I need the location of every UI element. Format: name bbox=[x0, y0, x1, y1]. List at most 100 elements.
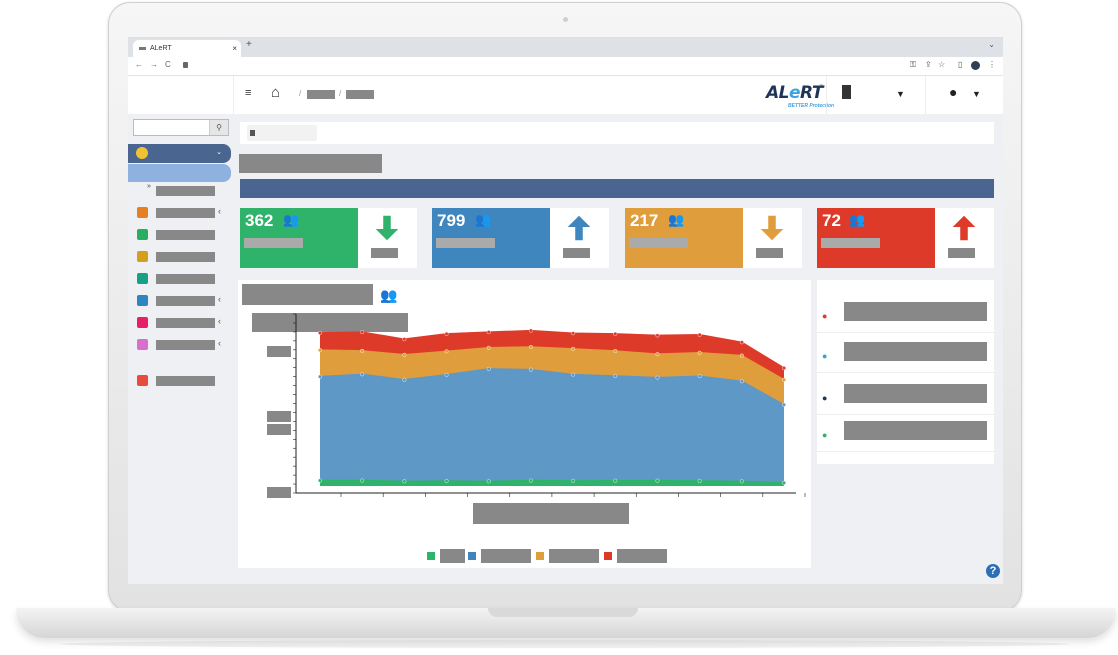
browser-tab[interactable]: ALeRT × bbox=[133, 40, 241, 57]
filter-input[interactable] bbox=[247, 125, 317, 141]
data-point[interactable] bbox=[739, 340, 744, 345]
sidebar-search-input[interactable]: ⚲ bbox=[133, 119, 229, 136]
list-item[interactable]: ● bbox=[817, 384, 994, 415]
data-point[interactable] bbox=[782, 480, 787, 485]
kebab-menu-icon[interactable]: ⋮ bbox=[988, 60, 996, 69]
data-point[interactable] bbox=[317, 374, 322, 379]
series-line bbox=[319, 368, 785, 406]
stat-card[interactable]: 217 👥 bbox=[625, 208, 802, 268]
data-point[interactable] bbox=[317, 330, 322, 335]
data-point[interactable] bbox=[655, 478, 660, 483]
key-icon[interactable]: ⚿ bbox=[910, 60, 917, 69]
data-point[interactable] bbox=[571, 331, 576, 336]
data-point[interactable] bbox=[697, 350, 702, 355]
back-icon[interactable]: ← bbox=[135, 60, 143, 69]
sidepanel-icon[interactable]: ▯ bbox=[958, 60, 963, 69]
hamburger-menu-icon[interactable]: ≡ bbox=[245, 87, 252, 99]
sidebar-item-4[interactable] bbox=[128, 272, 233, 286]
data-point[interactable] bbox=[486, 330, 491, 335]
data-point[interactable] bbox=[402, 479, 407, 484]
building-icon[interactable] bbox=[842, 85, 851, 99]
stat-card[interactable]: 799 👥 bbox=[432, 208, 609, 268]
user-slash-icon: ● bbox=[822, 430, 828, 440]
chart-panel: 👥 bbox=[238, 280, 811, 568]
data-point[interactable] bbox=[613, 478, 618, 483]
data-point[interactable] bbox=[697, 374, 702, 379]
help-icon[interactable]: ? bbox=[986, 564, 1000, 578]
y-tick-label bbox=[267, 487, 291, 498]
sidebar-item-5[interactable]: ‹ bbox=[128, 294, 233, 308]
data-point[interactable] bbox=[402, 337, 407, 342]
tab-search-icon[interactable]: ⌄ bbox=[988, 40, 995, 49]
data-point[interactable] bbox=[655, 352, 660, 357]
sidebar-item-2[interactable] bbox=[128, 228, 233, 242]
star-icon[interactable]: ☆ bbox=[938, 60, 946, 69]
data-point[interactable] bbox=[528, 367, 533, 372]
profile-avatar[interactable] bbox=[971, 61, 980, 70]
sidebar-item-3[interactable] bbox=[128, 250, 233, 264]
tab-close-icon[interactable]: × bbox=[232, 44, 237, 53]
user-dropdown-caret-icon[interactable]: ▼ bbox=[972, 89, 981, 99]
data-point[interactable] bbox=[613, 349, 618, 354]
sidebar-subitem-active[interactable] bbox=[128, 164, 231, 182]
header-divider bbox=[925, 76, 926, 114]
data-point[interactable] bbox=[782, 377, 787, 382]
data-point[interactable] bbox=[444, 349, 449, 354]
list-item[interactable]: ● bbox=[817, 342, 994, 373]
data-point[interactable] bbox=[486, 345, 491, 350]
data-point[interactable] bbox=[444, 331, 449, 336]
data-point[interactable] bbox=[360, 330, 365, 335]
data-point[interactable] bbox=[613, 374, 618, 379]
data-point[interactable] bbox=[697, 332, 702, 337]
data-point[interactable] bbox=[360, 478, 365, 483]
home-icon[interactable]: ⌂ bbox=[271, 84, 281, 101]
stat-card[interactable]: 362 👥 bbox=[240, 208, 417, 268]
data-point[interactable] bbox=[782, 366, 787, 371]
organization-dropdown-caret-icon[interactable]: ▼ bbox=[896, 89, 905, 99]
stat-card[interactable]: 72 👥 bbox=[817, 208, 994, 268]
list-item[interactable]: ● bbox=[817, 302, 994, 333]
data-point[interactable] bbox=[402, 377, 407, 382]
share-icon[interactable]: ⇪ bbox=[925, 60, 932, 69]
reload-icon[interactable]: C bbox=[165, 60, 171, 69]
data-point[interactable] bbox=[402, 352, 407, 357]
sidebar-subitem[interactable] bbox=[128, 184, 233, 198]
new-tab-button[interactable]: + bbox=[246, 39, 252, 50]
data-point[interactable] bbox=[655, 333, 660, 338]
data-point[interactable] bbox=[739, 479, 744, 484]
app-header: ≡ ⌂ / / ALeRT ™ BETTER Protection ▼ ● ▼ bbox=[128, 76, 1003, 114]
sidebar-item-1[interactable]: ‹ bbox=[128, 206, 233, 220]
data-point[interactable] bbox=[782, 402, 787, 407]
forward-icon[interactable]: → bbox=[150, 60, 158, 69]
stat-card-trend bbox=[935, 208, 994, 268]
data-point[interactable] bbox=[613, 331, 618, 336]
sidebar-item-7[interactable]: ‹ bbox=[128, 338, 233, 352]
sidebar-item-logout[interactable] bbox=[128, 374, 233, 388]
data-point[interactable] bbox=[528, 478, 533, 483]
data-point[interactable] bbox=[697, 478, 702, 483]
data-point[interactable] bbox=[571, 478, 576, 483]
y-tick-label bbox=[267, 411, 291, 422]
data-point[interactable] bbox=[655, 375, 660, 380]
data-point[interactable] bbox=[360, 348, 365, 353]
data-point[interactable] bbox=[486, 366, 491, 371]
data-point[interactable] bbox=[317, 478, 322, 483]
user-icon[interactable]: ● bbox=[949, 84, 958, 100]
search-icon[interactable]: ⚲ bbox=[209, 120, 228, 135]
data-point[interactable] bbox=[528, 328, 533, 333]
data-point[interactable] bbox=[528, 344, 533, 349]
breadcrumb-item[interactable] bbox=[346, 90, 374, 99]
data-point[interactable] bbox=[444, 479, 449, 484]
breadcrumb-item[interactable] bbox=[307, 90, 335, 99]
data-point[interactable] bbox=[317, 348, 322, 353]
list-item[interactable]: ● bbox=[817, 421, 994, 452]
data-point[interactable] bbox=[571, 346, 576, 351]
sidebar-item-6[interactable]: ‹ bbox=[128, 316, 233, 330]
data-point[interactable] bbox=[444, 372, 449, 377]
data-point[interactable] bbox=[571, 372, 576, 377]
data-point[interactable] bbox=[360, 372, 365, 377]
data-point[interactable] bbox=[739, 353, 744, 358]
sidebar-item-dashboard[interactable]: ⌄ bbox=[128, 144, 231, 163]
data-point[interactable] bbox=[486, 479, 491, 484]
data-point[interactable] bbox=[739, 379, 744, 384]
